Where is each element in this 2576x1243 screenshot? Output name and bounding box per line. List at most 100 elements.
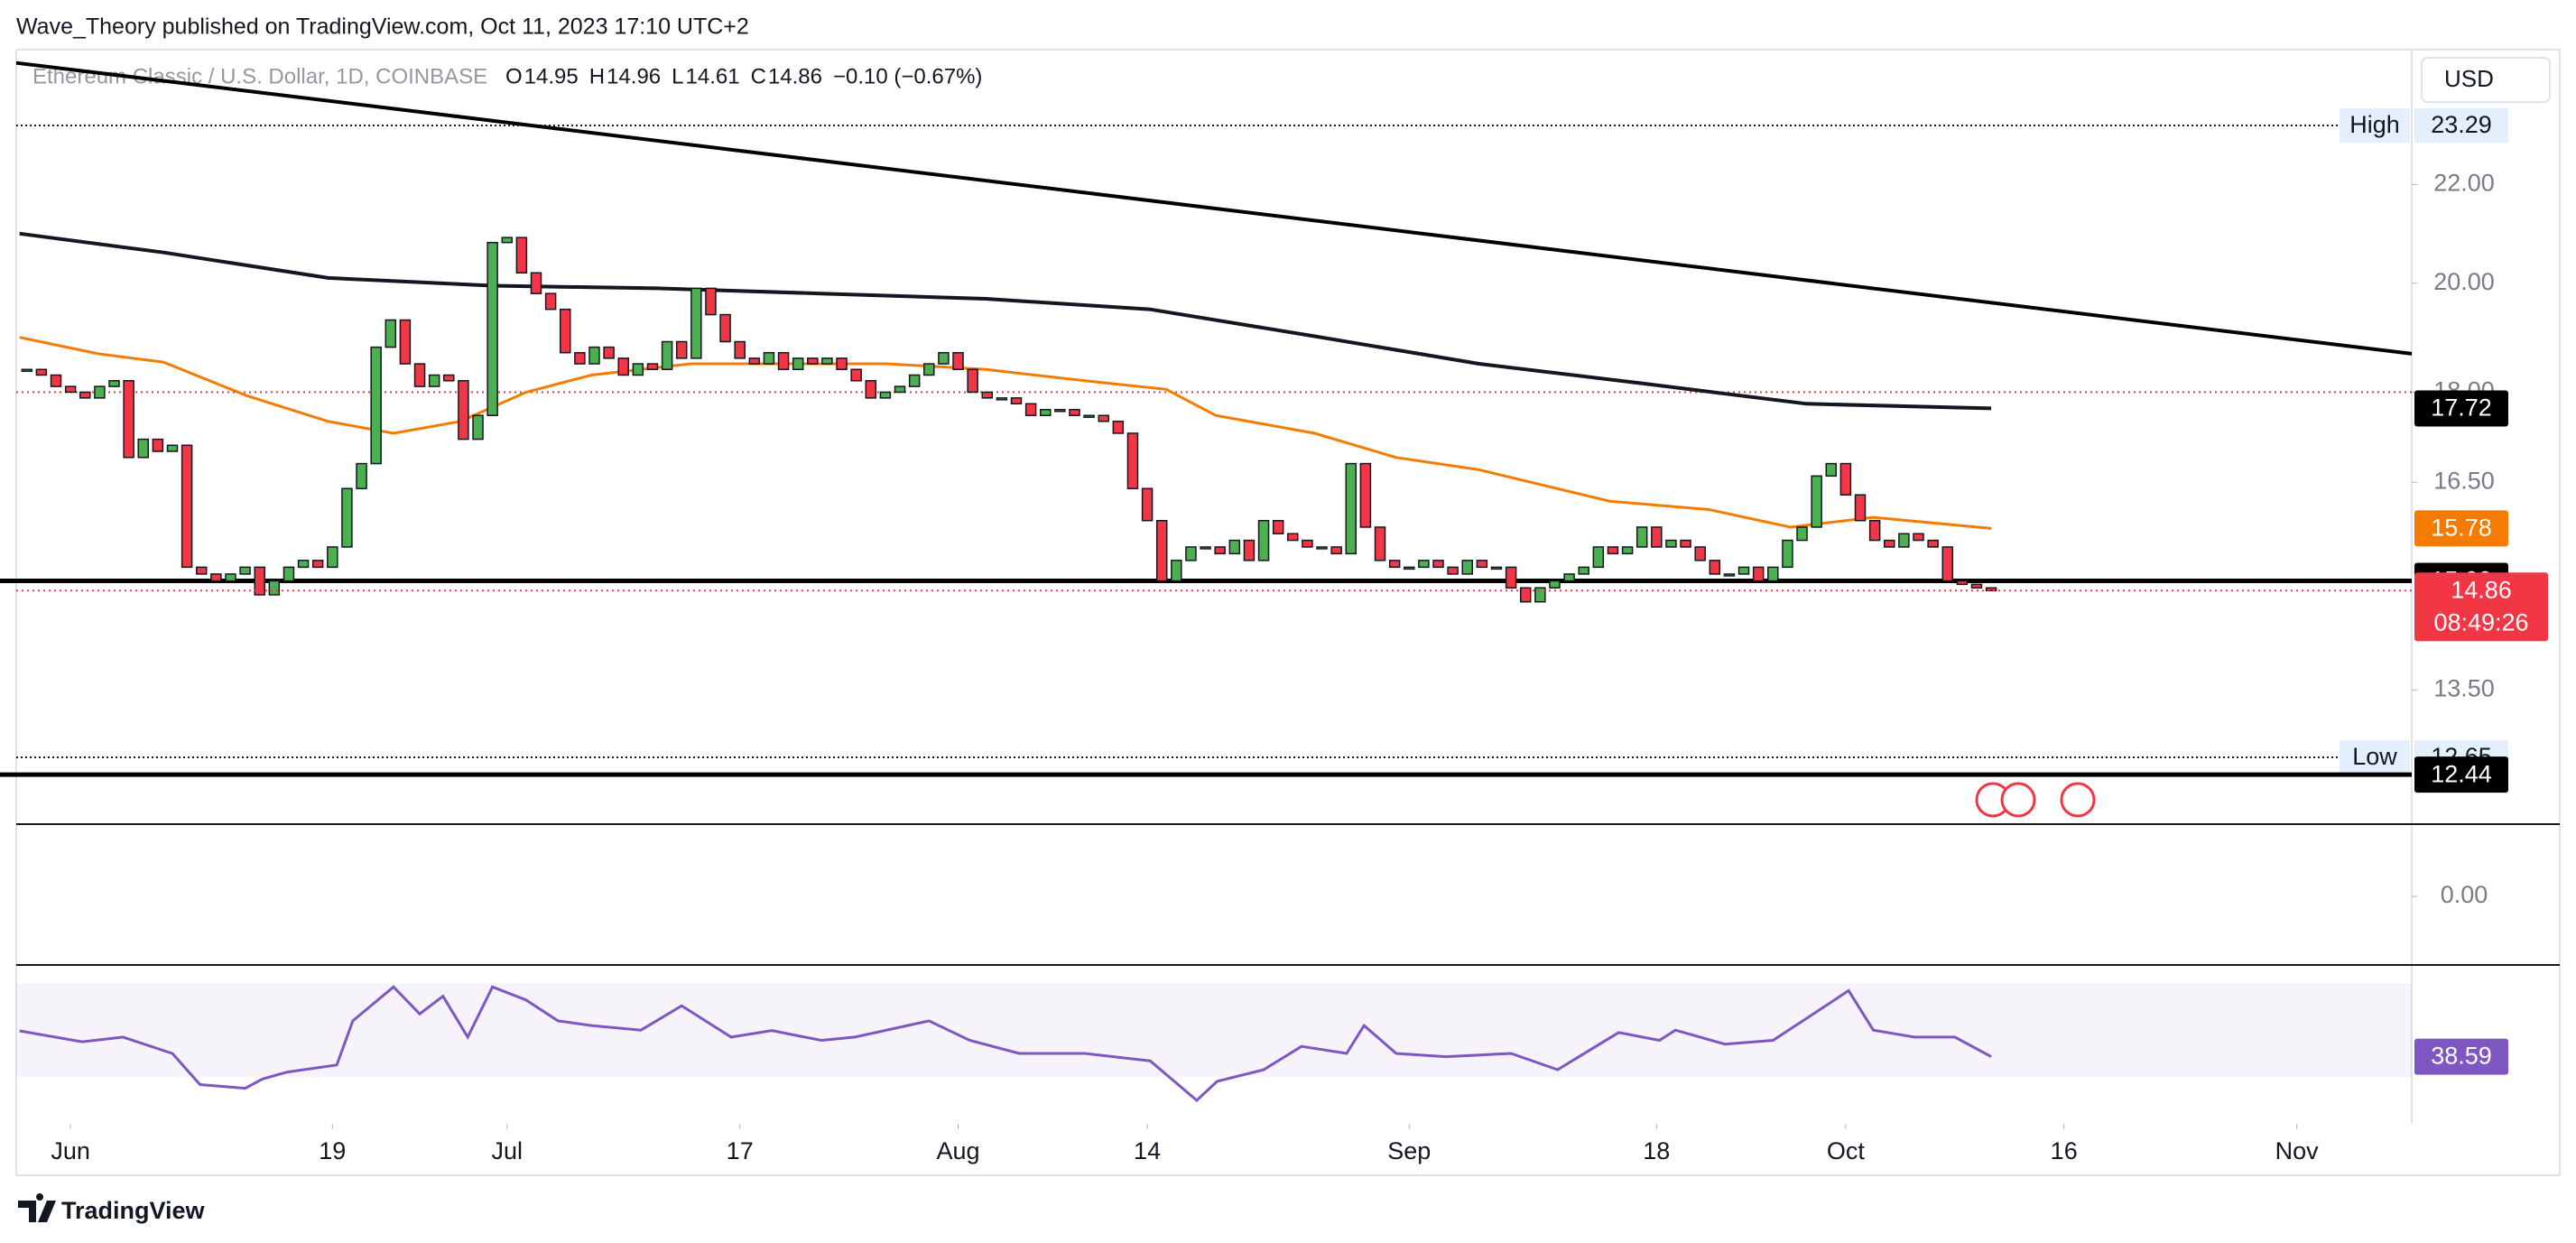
us-flag-icon [2000, 782, 2036, 818]
ma200-label-box [2414, 390, 2508, 427]
candle-body [239, 566, 251, 575]
ma50-label-box [2414, 510, 2508, 547]
ohlc-key: O [505, 64, 523, 88]
candle-body [1155, 519, 1168, 582]
candle-body [938, 351, 950, 365]
candle-body [1302, 539, 1313, 548]
candle-body [1534, 587, 1546, 603]
currency-button[interactable] [2421, 57, 2551, 103]
candle-body [1388, 560, 1401, 569]
candle-body [1345, 462, 1357, 555]
last-price: 14.86 [2451, 576, 2512, 603]
x-tick-label: Oct [1827, 1137, 1866, 1164]
trendline [15, 60, 2413, 356]
candle-body [501, 237, 514, 244]
candle-body [734, 340, 746, 359]
candle-body [1418, 560, 1430, 569]
last-price-box [2414, 572, 2548, 642]
us-flag-icon [2060, 782, 2096, 818]
candle-body [603, 346, 615, 359]
candle-body [1054, 408, 1066, 413]
candle-body [21, 368, 33, 373]
currency-label[interactable]: USD [2444, 65, 2494, 92]
candle-body [777, 351, 790, 371]
candle-body [1621, 546, 1634, 555]
candle-body [1884, 539, 1895, 548]
candle-body [1214, 546, 1226, 555]
candle-body [515, 237, 528, 274]
candle-body [1432, 560, 1444, 569]
high-tag [2340, 107, 2410, 143]
candle-body [981, 391, 994, 399]
rsi-label-box [2414, 1038, 2508, 1075]
candle-body [341, 487, 353, 548]
candle-body [632, 363, 644, 376]
x-tick-label: Nov [2275, 1137, 2320, 1164]
candle-body [370, 346, 382, 465]
candle-body [1927, 539, 1939, 548]
candle-body [1782, 539, 1793, 569]
candle-body [1898, 533, 1910, 548]
ma200-label: 17.72 [2431, 394, 2492, 422]
candle-body [807, 357, 819, 365]
candle-body [574, 351, 586, 365]
candle-body [792, 357, 804, 371]
candle-body [1752, 566, 1765, 582]
x-tick-label: Jul [492, 1137, 524, 1164]
candle-body [35, 368, 48, 376]
candle-body [530, 272, 542, 294]
candle-body [1825, 462, 1838, 478]
y-tick-label: 22.00 [2433, 169, 2495, 196]
candle-body [1374, 526, 1386, 561]
candle-body [64, 385, 77, 394]
candle-body [908, 374, 921, 387]
candle-body [1811, 475, 1822, 528]
candle-body [385, 319, 397, 348]
candle-body [1257, 519, 1270, 561]
logo-icon [18, 1193, 56, 1222]
candle-body [254, 566, 265, 596]
candle-body [675, 340, 688, 359]
candle-body [1272, 519, 1284, 534]
candle-body [1592, 546, 1605, 569]
candle-body [1868, 519, 1881, 542]
candle-body [1112, 421, 1125, 434]
candle-body [1607, 546, 1619, 555]
candle-body [1098, 414, 1109, 422]
countdown: 08:49:26 [2433, 608, 2528, 635]
candle-body [443, 374, 455, 382]
candle-body [1404, 566, 1415, 570]
candle-body [836, 357, 848, 371]
level-label-box [2414, 756, 2508, 793]
high-label: High [2349, 111, 2400, 138]
ma200-line [19, 231, 1992, 411]
candle-body [996, 397, 1008, 401]
publish-info: Wave_Theory published on TradingView.com… [16, 14, 749, 40]
ohlc-key: C [751, 64, 766, 88]
ohlc-value: 14.96 [607, 64, 661, 88]
candle-body [1316, 546, 1328, 550]
x-tick-label: Sep [1387, 1137, 1431, 1164]
y-tick-label: 16.50 [2433, 467, 2495, 494]
candle-body [588, 346, 600, 365]
candle-body [1185, 546, 1197, 561]
price-change: −0.10 (−0.67%) [833, 64, 982, 88]
candle-body [1126, 432, 1139, 489]
candle-body [1228, 539, 1241, 555]
candle-body [1171, 560, 1182, 582]
candle-body [719, 313, 731, 343]
x-tick-label: Aug [936, 1137, 979, 1164]
candle-body [283, 566, 295, 582]
candle-body [690, 287, 702, 359]
candle-body [1723, 573, 1736, 577]
candle-body [428, 374, 440, 387]
candle-body [923, 363, 935, 376]
candle-body [1941, 546, 1953, 582]
ohlc-key: L [672, 64, 683, 88]
candle-body [123, 380, 134, 459]
chart-frame [15, 49, 2561, 1176]
candle-body [1519, 587, 1532, 603]
candle-body [850, 368, 862, 382]
candle-body [399, 319, 412, 365]
